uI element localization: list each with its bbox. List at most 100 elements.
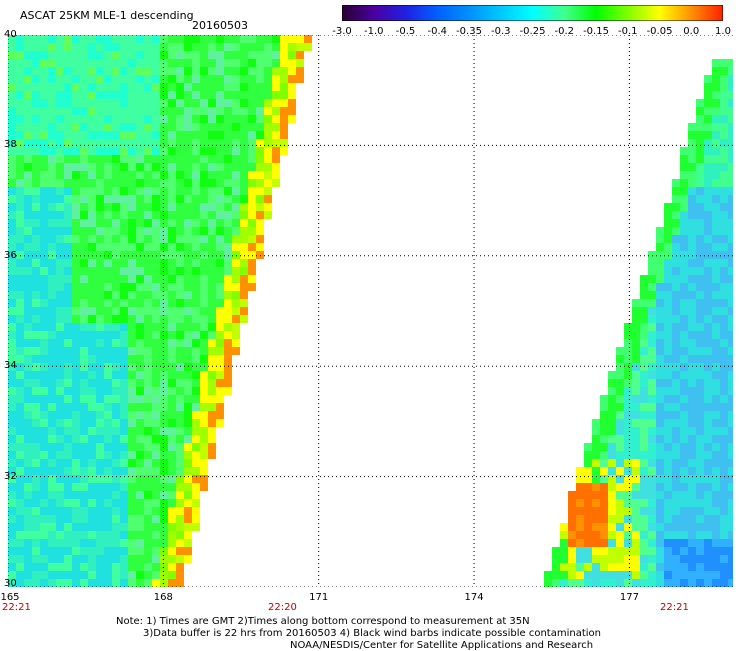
wind-cell <box>616 435 624 443</box>
wind-cell <box>88 387 96 395</box>
wind-cell <box>560 571 568 579</box>
wind-cell <box>136 243 144 251</box>
wind-cell <box>648 451 656 459</box>
wind-cell <box>64 323 72 331</box>
wind-cell <box>32 275 40 283</box>
wind-cell <box>128 371 136 379</box>
wind-cell <box>240 67 248 75</box>
wind-cell <box>712 411 720 419</box>
wind-cell <box>192 475 200 483</box>
wind-cell <box>168 427 176 435</box>
wind-cell <box>192 243 200 251</box>
wind-cell <box>176 339 184 347</box>
wind-cell <box>240 35 248 43</box>
wind-cell <box>64 299 72 307</box>
wind-cell <box>16 435 24 443</box>
wind-cell <box>232 291 240 299</box>
wind-cell <box>720 147 728 155</box>
wind-cell <box>712 579 720 587</box>
wind-cell <box>120 243 128 251</box>
wind-cell <box>616 555 624 563</box>
wind-cell <box>680 235 688 243</box>
wind-cell <box>656 395 664 403</box>
wind-cell <box>696 467 704 475</box>
wind-cell <box>32 555 40 563</box>
wind-cell <box>56 115 64 123</box>
wind-cell <box>64 451 72 459</box>
wind-cell <box>608 475 616 483</box>
wind-cell <box>216 139 224 147</box>
wind-cell <box>240 251 248 259</box>
wind-cell <box>592 515 600 523</box>
wind-cell <box>184 227 192 235</box>
wind-cell <box>720 187 728 195</box>
wind-cell <box>216 235 224 243</box>
wind-cell <box>152 43 160 51</box>
wind-cell <box>688 211 696 219</box>
wind-cell <box>216 123 224 131</box>
wind-cell <box>648 459 656 467</box>
wind-cell <box>72 179 80 187</box>
wind-cell <box>112 387 120 395</box>
wind-cell <box>648 539 656 547</box>
wind-cell <box>32 283 40 291</box>
wind-cell <box>128 443 136 451</box>
wind-cell <box>120 187 128 195</box>
wind-cell <box>688 443 696 451</box>
wind-cell <box>160 211 168 219</box>
wind-cell <box>192 67 200 75</box>
wind-cell <box>112 203 120 211</box>
wind-cell <box>96 123 104 131</box>
wind-cell <box>120 523 128 531</box>
wind-cell <box>664 379 672 387</box>
wind-cell <box>232 243 240 251</box>
wind-cell <box>40 267 48 275</box>
wind-cell <box>128 203 136 211</box>
wind-cell <box>168 355 176 363</box>
wind-cell <box>56 467 64 475</box>
wind-cell <box>168 219 176 227</box>
wind-cell <box>728 571 733 579</box>
wind-cell <box>176 283 184 291</box>
wind-cell <box>208 51 216 59</box>
wind-cell <box>216 395 224 403</box>
wind-cell <box>728 523 733 531</box>
wind-cell <box>632 427 640 435</box>
wind-cell <box>680 267 688 275</box>
wind-cell <box>16 411 24 419</box>
wind-cell <box>264 171 272 179</box>
wind-cell <box>96 299 104 307</box>
wind-cell <box>216 171 224 179</box>
wind-cell <box>64 475 72 483</box>
wind-cell <box>32 323 40 331</box>
wind-cell <box>64 259 72 267</box>
wind-cell <box>168 451 176 459</box>
wind-cell <box>192 115 200 123</box>
wind-cell <box>112 291 120 299</box>
wind-cell <box>192 123 200 131</box>
wind-cell <box>32 435 40 443</box>
wind-cell <box>208 243 216 251</box>
wind-cell <box>32 403 40 411</box>
wind-cell <box>144 571 152 579</box>
wind-cell <box>32 251 40 259</box>
wind-cell <box>40 491 48 499</box>
wind-cell <box>680 387 688 395</box>
wind-cell <box>144 267 152 275</box>
wind-cell <box>8 347 16 355</box>
wind-cell <box>696 291 704 299</box>
wind-cell <box>728 99 733 107</box>
wind-cell <box>56 355 64 363</box>
wind-cell <box>48 499 56 507</box>
wind-cell <box>40 451 48 459</box>
wind-cell <box>112 275 120 283</box>
wind-cell <box>704 283 712 291</box>
wind-cell <box>128 43 136 51</box>
wind-cell <box>584 555 592 563</box>
wind-cell <box>192 51 200 59</box>
wind-cell <box>80 227 88 235</box>
wind-cell <box>168 99 176 107</box>
wind-cell <box>280 59 288 67</box>
wind-cell <box>704 123 712 131</box>
wind-cell <box>232 131 240 139</box>
